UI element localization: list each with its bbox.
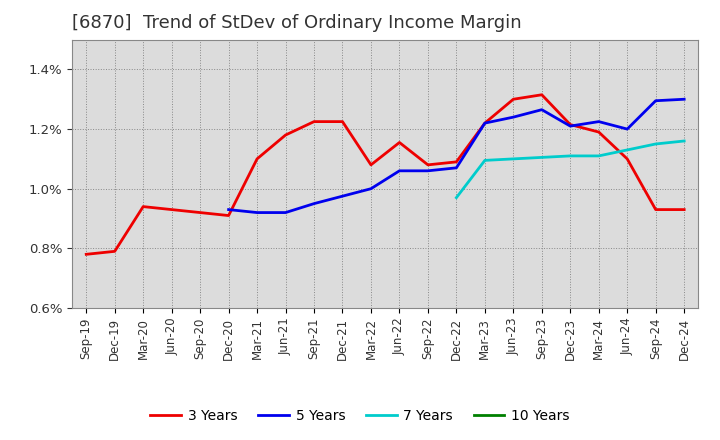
Text: [6870]  Trend of StDev of Ordinary Income Margin: [6870] Trend of StDev of Ordinary Income… <box>72 15 521 33</box>
Legend: 3 Years, 5 Years, 7 Years, 10 Years: 3 Years, 5 Years, 7 Years, 10 Years <box>145 403 575 429</box>
